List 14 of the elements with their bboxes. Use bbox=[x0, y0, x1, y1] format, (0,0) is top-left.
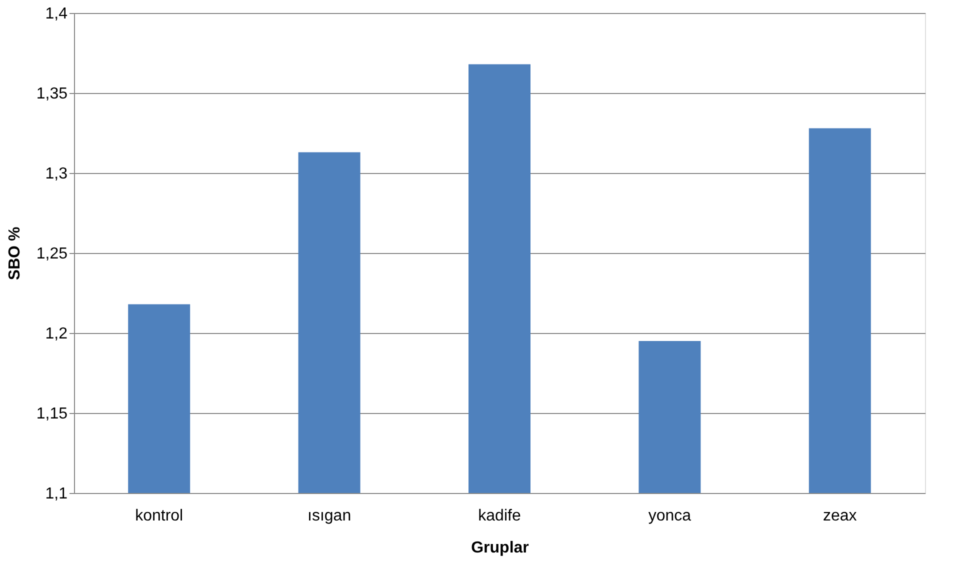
y-tick-label: 1,25 bbox=[36, 246, 68, 262]
y-tick-label: 1,35 bbox=[36, 86, 68, 102]
x-tick-label: ısıgan bbox=[308, 508, 352, 524]
x-tick-label: zeax bbox=[823, 508, 857, 524]
y-tick-label: 1,2 bbox=[45, 326, 68, 342]
x-axis-title: Gruplar bbox=[471, 540, 529, 556]
x-tick-label: yonca bbox=[648, 508, 692, 524]
x-tick-label: kontrol bbox=[135, 508, 184, 524]
y-tick-label: 1,3 bbox=[45, 166, 68, 182]
y-tick-label: 1,4 bbox=[45, 6, 68, 22]
y-axis-title: SBO % bbox=[6, 226, 24, 280]
x-tick-label: kadife bbox=[478, 508, 521, 524]
y-tick-label: 1,1 bbox=[45, 486, 68, 502]
y-tick-label: 1,15 bbox=[36, 406, 68, 422]
